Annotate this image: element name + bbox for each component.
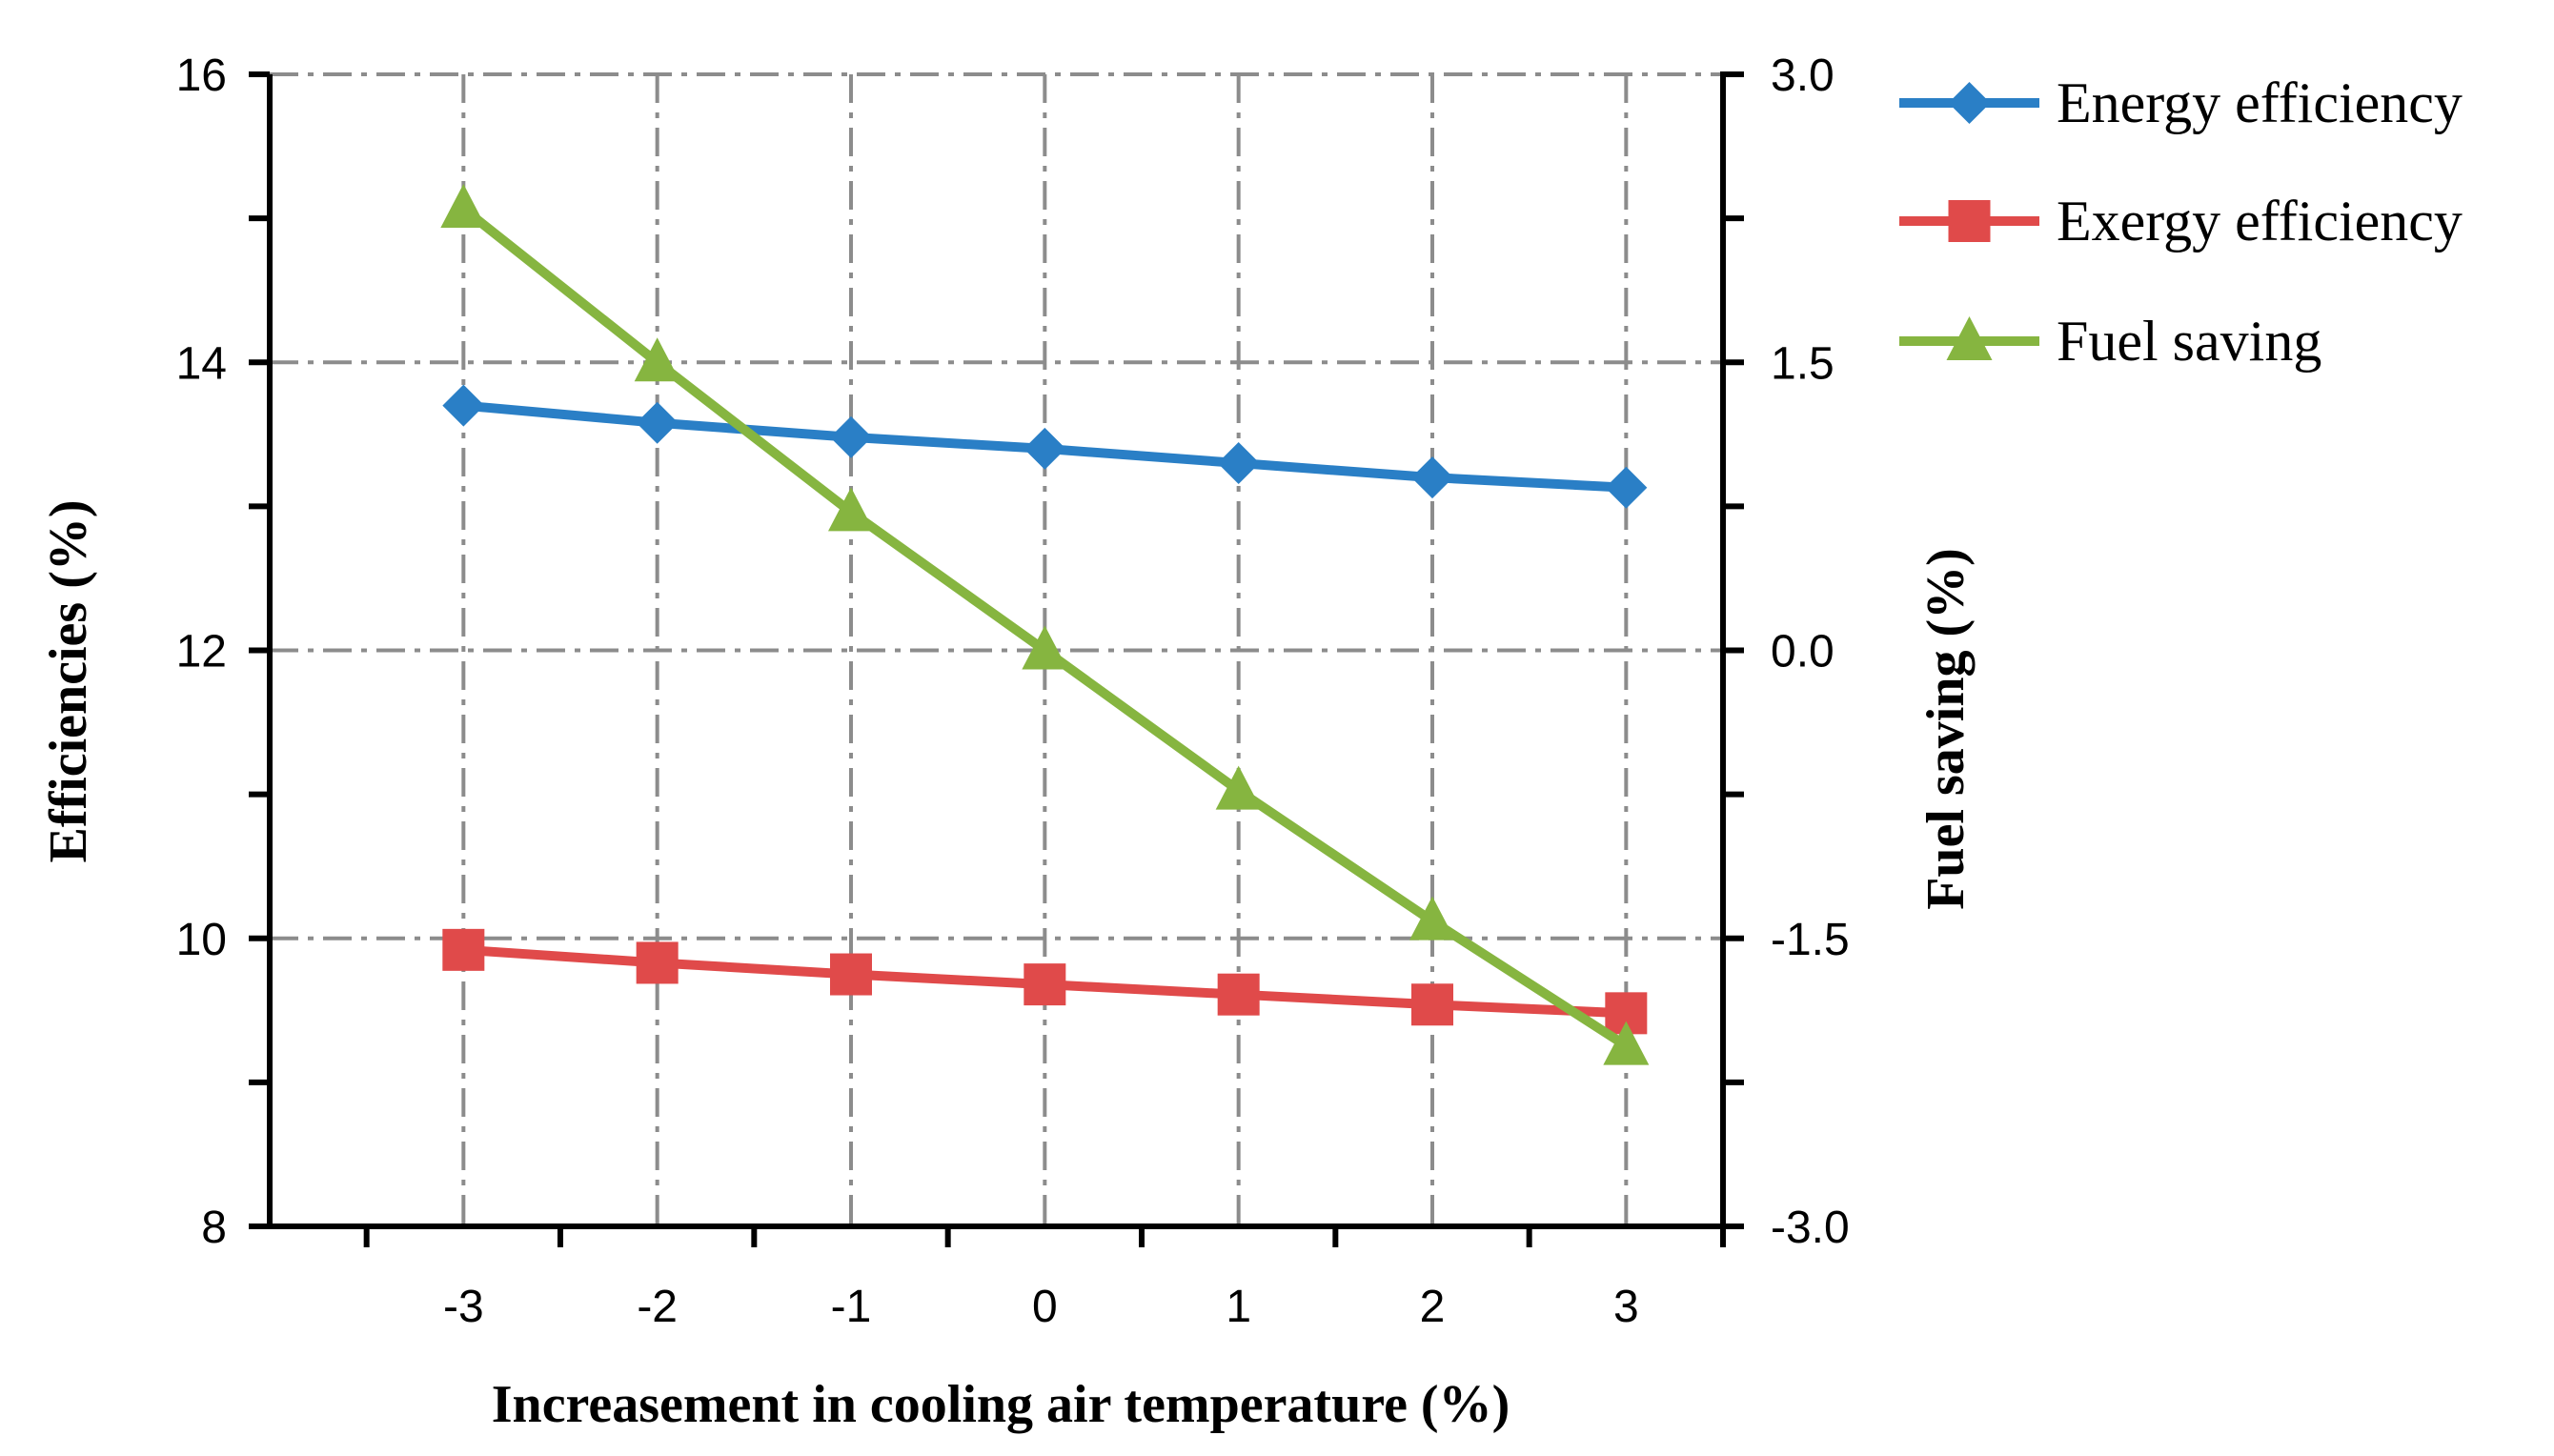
y2-tick-label: -3.0 [1771, 1203, 1850, 1253]
data-point [440, 184, 487, 229]
data-point [1409, 896, 1455, 940]
legend-label: Exergy efficiency [2057, 190, 2463, 253]
legend-marker [1948, 200, 1991, 242]
data-point [636, 941, 679, 984]
data-point [636, 401, 679, 444]
data-point [1411, 456, 1453, 499]
data-point [1024, 963, 1066, 1006]
legend-entry-fuel-saving: Fuel saving [1899, 310, 2321, 373]
series-energy-efficiency [442, 384, 1648, 509]
legend-label: Fuel saving [2057, 310, 2321, 373]
y-tick-label: 8 [201, 1203, 227, 1253]
legend-entry-exergy-efficiency: Exergy efficiency [1899, 190, 2463, 253]
data-point [830, 415, 872, 458]
y2-axis-title: Fuel saving (%) [1916, 548, 1976, 910]
legend: Energy efficiency Exergy efficiency Fuel s… [1899, 71, 2463, 373]
data-point [442, 928, 485, 971]
legend-label: Energy efficiency [2057, 71, 2463, 134]
data-point [442, 384, 485, 427]
x-tick-label: 3 [1613, 1282, 1639, 1332]
y2-tick-label: 1.5 [1771, 338, 1834, 389]
legend-marker [1946, 316, 1993, 360]
grid-lines [270, 72, 1723, 1226]
data-point [1411, 983, 1453, 1026]
x-tick-label: 1 [1226, 1282, 1251, 1332]
data-point [1024, 427, 1066, 470]
legend-entry-energy-efficiency: Energy efficiency [1899, 71, 2463, 134]
y2-tick-label: 0.0 [1771, 627, 1834, 677]
series-fuel-saving [440, 184, 1650, 1065]
y2-tick-label: -1.5 [1771, 915, 1850, 965]
x-tick-label: 2 [1420, 1282, 1446, 1332]
x-tick-label: -3 [443, 1282, 484, 1332]
x-tick-label: -2 [637, 1282, 678, 1332]
data-point [1603, 1021, 1650, 1065]
y-axis-title: Efficiencies (%) [39, 500, 98, 863]
data-point [1022, 625, 1068, 670]
data-point [830, 953, 872, 996]
data-point [634, 337, 680, 382]
y-tick-label: 16 [176, 51, 227, 101]
data-point [1217, 973, 1260, 1016]
data-point [1605, 466, 1648, 509]
data-point [1217, 442, 1260, 485]
series-layer [440, 184, 1650, 1065]
y-tick-label: 12 [176, 627, 227, 677]
y-tick-label: 10 [176, 915, 227, 965]
legend-marker [1948, 82, 1991, 124]
data-point [1215, 765, 1262, 810]
y2-tick-label: 3.0 [1771, 51, 1834, 101]
x-tick-label: -1 [831, 1282, 872, 1332]
y-tick-label: 14 [176, 338, 227, 389]
data-point [828, 487, 874, 532]
x-tick-label: 0 [1032, 1282, 1058, 1332]
x-axis-title: Increasement in cooling air temperature … [492, 1375, 1510, 1434]
